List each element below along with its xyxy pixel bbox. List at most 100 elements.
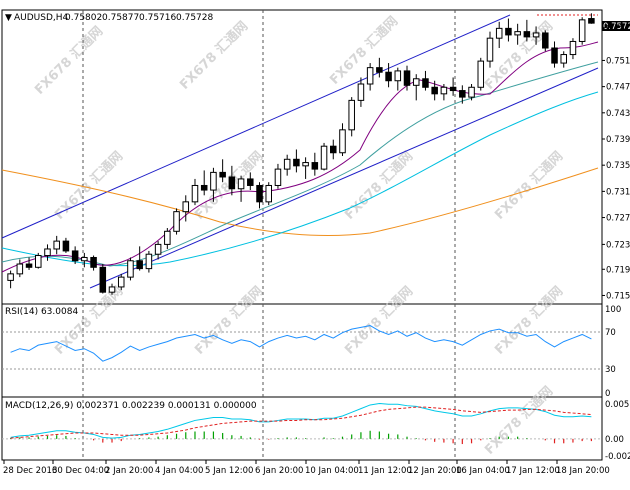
- bear-candle: [71, 250, 79, 262]
- macd-histogram: [2, 430, 602, 445]
- bull-candle: [35, 255, 42, 268]
- bear-candle: [551, 47, 558, 64]
- bear-candle: [228, 176, 236, 190]
- bear-candle: [459, 90, 466, 98]
- header-arrow-icon: ▼: [5, 13, 12, 23]
- price-panel: [1, 9, 603, 305]
- bull-candle: [366, 67, 374, 85]
- bull-candle: [108, 286, 116, 293]
- price-tick-label: 0.74760: [606, 83, 630, 93]
- bull-candle: [237, 178, 245, 190]
- bull-candle: [44, 248, 51, 257]
- rsi-label: RSI(14) 63.0084: [5, 307, 78, 317]
- bear-candle: [311, 162, 319, 170]
- price-tick-label: 0.73560: [606, 161, 630, 171]
- bull-candle: [569, 40, 577, 56]
- bull-candle: [145, 253, 153, 270]
- time-tick-label: 12 Jan 20:00: [408, 466, 462, 476]
- bear-candle: [219, 171, 226, 178]
- bull-candle: [412, 78, 420, 86]
- ma-teal-line: [1, 61, 599, 267]
- bull-candle: [348, 99, 355, 131]
- bear-candle: [256, 184, 263, 203]
- bear-candle: [422, 78, 429, 88]
- price-tick-label: 0.74360: [606, 109, 630, 119]
- bull-candle: [514, 31, 521, 36]
- bull-candle: [127, 260, 134, 278]
- bull-candle: [302, 162, 309, 167]
- ma-purple-line: [1, 41, 599, 273]
- macd-panel: [1, 396, 603, 461]
- price-axis: 0.75720 0.75160 0.74760 0.74360 0.73960 0.735…: [602, 24, 630, 301]
- time-tick-label: 28 Dec 2016: [3, 466, 57, 476]
- macd-axis-max: 0.005271: [605, 400, 630, 410]
- header-symbol: AUDUSD,H4: [14, 13, 69, 23]
- bear-candle: [200, 184, 208, 191]
- bull-candle: [173, 211, 180, 232]
- bull-candle: [154, 243, 162, 255]
- bear-candle: [136, 260, 143, 270]
- bull-candle: [283, 158, 291, 170]
- bear-candle: [523, 31, 531, 38]
- price-tick-label: 0.72350: [606, 240, 630, 250]
- bull-candle: [274, 168, 282, 186]
- bull-candle: [53, 240, 60, 250]
- bear-candle: [588, 18, 595, 24]
- price-tick-label: 0.73160: [606, 187, 630, 197]
- bull-candle: [191, 184, 199, 203]
- bear-candle: [62, 240, 70, 252]
- rsi-axis-70: 70: [605, 328, 616, 338]
- current-price-label: 0.75728: [603, 22, 630, 32]
- bull-candle: [468, 86, 475, 98]
- bull-candle: [532, 32, 540, 38]
- bull-candle: [265, 184, 272, 203]
- ma-orange-line: [1, 167, 599, 236]
- bull-candle: [339, 129, 346, 154]
- price-tick-label: 0.71970: [606, 265, 630, 275]
- rsi-axis-0: 0: [605, 389, 610, 399]
- bear-candle: [293, 158, 300, 167]
- bear-candle: [330, 145, 337, 154]
- bull-candle: [486, 37, 494, 62]
- macd-signal-line: [10, 406, 592, 439]
- rsi-panel: [1, 303, 603, 398]
- time-tick-label: 5 Jan 12:00: [205, 466, 253, 476]
- bear-candle: [403, 70, 411, 86]
- bull-candle: [320, 145, 328, 170]
- bear-candle: [431, 86, 438, 95]
- vertical-separators: [82, 10, 456, 460]
- macd-main-line: [10, 402, 592, 439]
- channel-upper-line: [1, 14, 511, 239]
- bull-candle: [477, 60, 485, 88]
- price-tick-label: 0.71570: [606, 291, 630, 301]
- time-tick-label: 18 Jan 20:00: [556, 466, 610, 476]
- macd-label: MACD(12,26,9) 0.002371 0.002239 0.000131…: [5, 401, 257, 411]
- header-low: 0.75716: [139, 13, 176, 23]
- bear-candle: [449, 86, 457, 92]
- time-tick-label: 16 Jan 04:00: [456, 466, 510, 476]
- rsi-axis-30: 30: [605, 365, 616, 375]
- bear-candle: [385, 71, 392, 82]
- price-tick-label: 0.75160: [606, 56, 630, 66]
- time-tick-label: 10 Jan 04:00: [305, 466, 359, 476]
- price-tick-label: 0.72760: [606, 214, 630, 224]
- bull-candle: [16, 263, 24, 275]
- time-tick-label: 2 Jan 20:00: [105, 466, 153, 476]
- bull-candle: [7, 273, 14, 281]
- bear-candle: [505, 27, 512, 36]
- macd-axis-min: -0.002592: [605, 452, 630, 462]
- bull-candle: [440, 86, 448, 95]
- bull-candle: [495, 27, 503, 39]
- bull-candle: [560, 54, 567, 64]
- price-tick-label: 0.75720: [606, 24, 630, 34]
- candles-group: [7, 13, 595, 295]
- bear-candle: [376, 67, 383, 73]
- bull-candle: [357, 83, 365, 101]
- bull-candle: [210, 171, 217, 191]
- time-tick-label: 17 Jan 12:00: [506, 466, 560, 476]
- channel-lower-line: [89, 67, 599, 289]
- bear-candle: [25, 263, 33, 268]
- time-tick-label: 4 Jan 04:00: [155, 466, 203, 476]
